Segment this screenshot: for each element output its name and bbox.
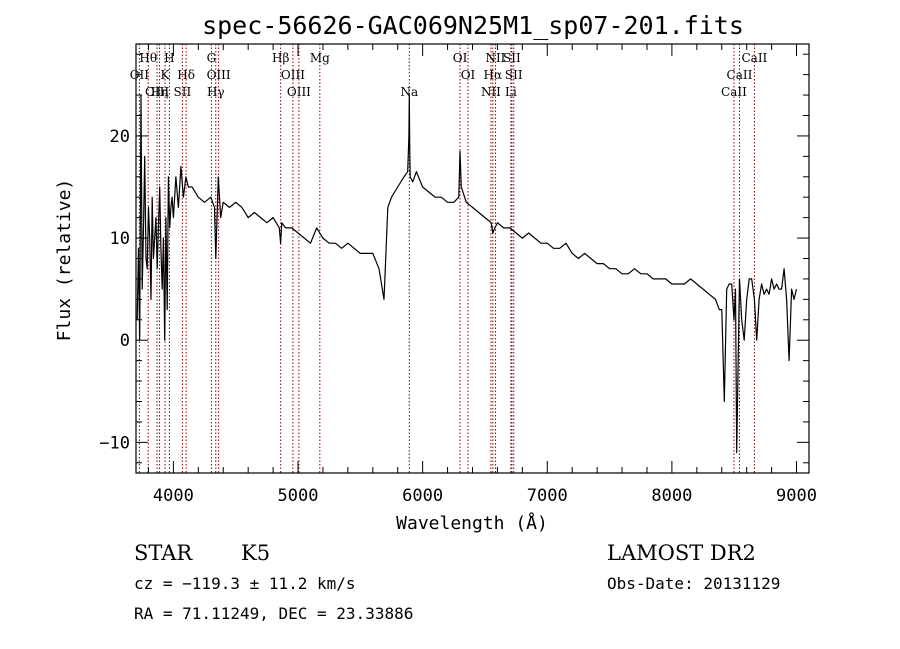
survey-name: LAMOST DR2 — [607, 541, 756, 565]
x-axis-label: Wavelength (Å) — [396, 512, 548, 534]
y-tick-label: 20 — [110, 127, 130, 147]
line-label: NII — [481, 85, 501, 99]
line-label: Hγ — [207, 85, 225, 99]
line-label: NII — [485, 51, 505, 65]
line-label: SII — [505, 68, 523, 82]
line-label: K — [161, 68, 171, 82]
spectrum-trace — [136, 94, 798, 454]
line-label: CaII — [727, 68, 753, 82]
line-label: OIII — [287, 85, 311, 99]
x-tick-label: 5000 — [278, 486, 319, 506]
line-label: Hβ — [272, 51, 289, 65]
line-label: G — [207, 51, 217, 65]
line-label: Li — [505, 85, 517, 99]
line-label: Na — [400, 85, 418, 99]
object-class: STAR — [134, 541, 193, 565]
y-axis-label: Flux (relative) — [54, 179, 75, 342]
line-label: Hθ — [139, 51, 157, 65]
line-label: Hδ — [177, 68, 195, 82]
line-label: OI — [453, 51, 468, 65]
line-markers — [138, 44, 755, 473]
line-label: CaII — [721, 85, 747, 99]
redshift-text: cz = −119.3 ± 11.2 km/s — [134, 574, 356, 593]
y-tick-label: 10 — [110, 229, 130, 249]
chart-title: spec-56626-GAC069N25M1_sp07-201.fits — [202, 11, 744, 40]
obs-date: Obs-Date: 20131129 — [607, 574, 780, 593]
x-tick-label: 8000 — [651, 486, 692, 506]
line-label: Hα — [484, 68, 503, 82]
line-label: CaII — [741, 51, 767, 65]
line-label: Hη — [151, 85, 169, 99]
axis-ticks: 4000 5000 6000 7000 8000 9000 −10 0 10 20 — [99, 44, 817, 506]
line-label: OI — [461, 68, 476, 82]
object-subclass: K5 — [241, 541, 270, 565]
line-label: SII — [503, 51, 521, 65]
line-label: H — [164, 51, 174, 65]
x-tick-label: 7000 — [527, 486, 568, 506]
plot-frame — [135, 43, 810, 474]
x-tick-label: 4000 — [153, 486, 194, 506]
line-label: Mg — [310, 51, 330, 65]
line-label: SII — [174, 85, 192, 99]
x-tick-label: 6000 — [402, 486, 443, 506]
coordinates: RA = 71.11249, DEC = 23.33886 — [134, 604, 413, 623]
y-tick-label: −10 — [99, 433, 130, 453]
line-label: OIII — [281, 68, 305, 82]
line-label: OIII — [207, 68, 231, 82]
y-tick-label: 0 — [120, 331, 130, 351]
x-tick-label: 9000 — [776, 486, 817, 506]
line-label: OIII — [145, 85, 169, 99]
